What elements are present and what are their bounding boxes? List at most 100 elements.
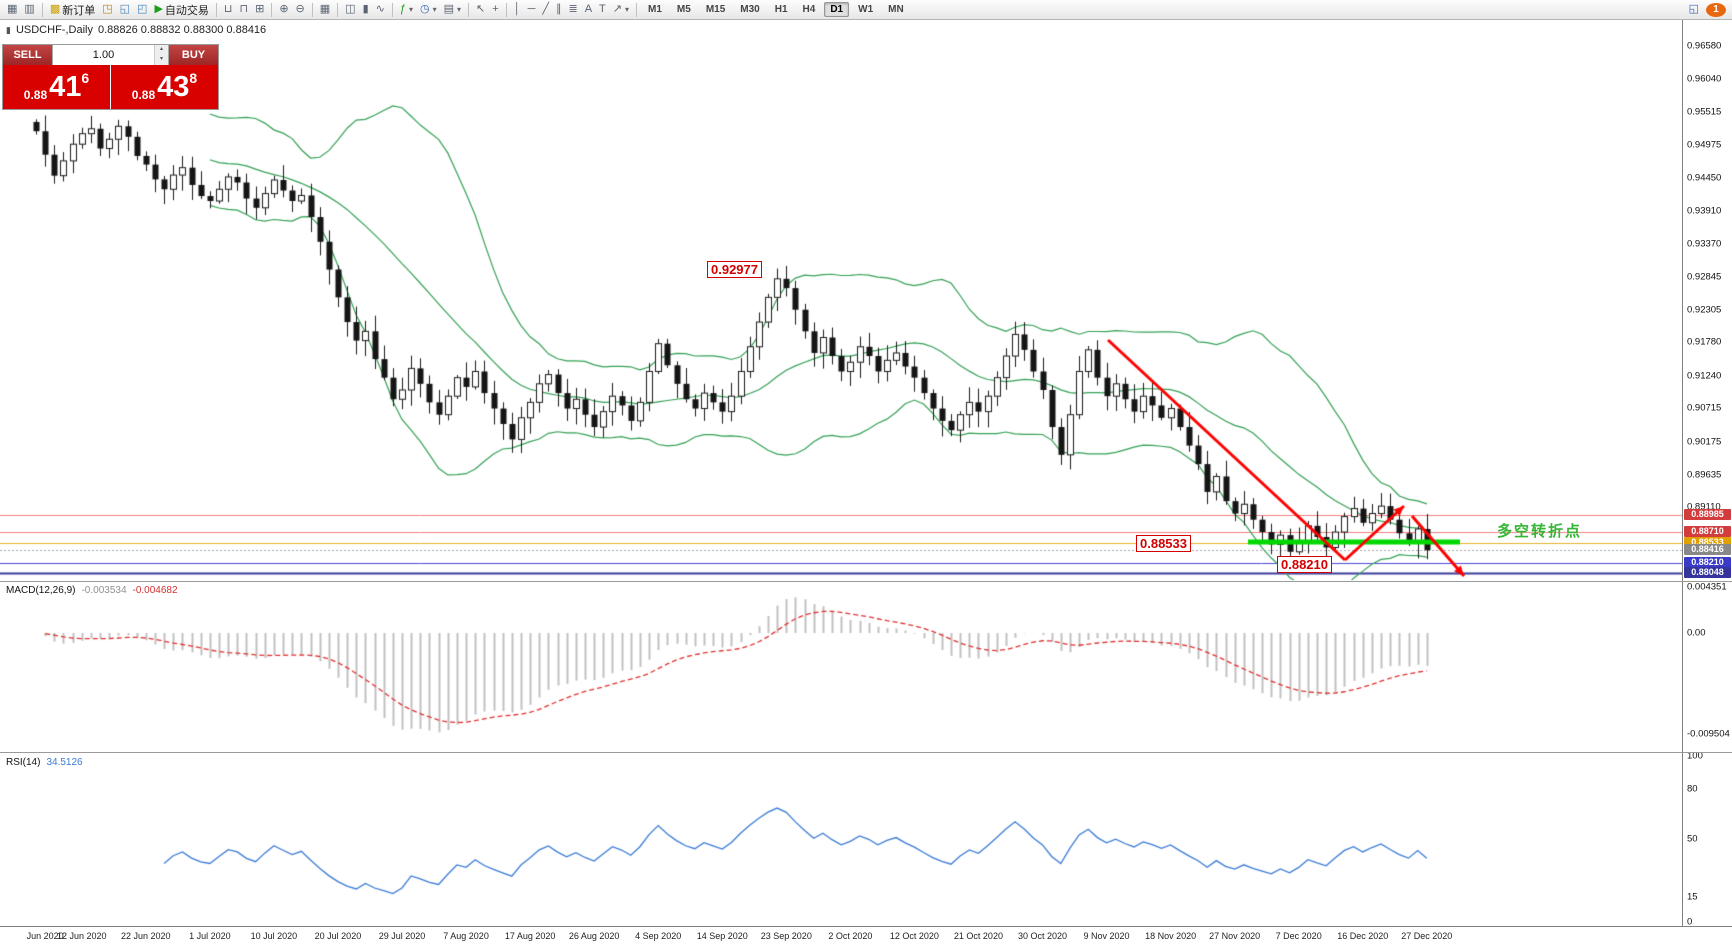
shapes-icon[interactable]: ↗ ▾ <box>610 1 632 18</box>
new-order-button[interactable]: ▩ 新订单 <box>47 1 98 18</box>
timeframe-button-m5[interactable]: M5 <box>676 4 691 15</box>
indicators-icon[interactable]: ƒ ▾ <box>397 1 416 18</box>
ask-price-box[interactable]: 0.88 43 8 <box>111 65 218 109</box>
zoom-in-icon[interactable]: ⊕ <box>276 1 291 18</box>
ask-main-digits: 43 <box>157 70 190 103</box>
date-label: 1 Jul 2020 <box>189 931 231 941</box>
navigator-icon[interactable]: ◰ <box>134 1 150 18</box>
peak-price-label[interactable]: 0.92977 <box>707 261 762 278</box>
vertical-line-icon[interactable]: │ <box>511 1 524 18</box>
market-watch-icon[interactable]: ◳ <box>99 1 115 18</box>
volume-up-icon[interactable]: ▴ <box>155 45 168 55</box>
price-tick: 0.96040 <box>1687 73 1722 85</box>
cursor-icon[interactable]: ↖ <box>473 1 488 18</box>
trendline-icon[interactable]: ╱ <box>539 1 552 18</box>
notification-badge[interactable]: 1 <box>1706 2 1726 17</box>
line-chart-icon[interactable]: ∿ <box>373 1 388 18</box>
bar-chart-icon[interactable]: ◫ <box>342 1 358 18</box>
templates-icon-glyph: ▤ <box>443 3 455 15</box>
trade-panel-price-row: 0.88 41 6 0.88 43 8 <box>3 65 218 109</box>
price-tag-0.88533: 0.88533 <box>1684 536 1731 548</box>
chart-window-icon-right-glyph: ◱ <box>1688 3 1699 15</box>
new-chart-icon[interactable]: ▦ <box>4 1 20 18</box>
macd-signal-value: -0.004682 <box>132 585 178 596</box>
templates-icon[interactable]: ▤ ▾ <box>441 1 464 18</box>
date-axis[interactable]: Jun 2020 12 Jun 2020 22 Jun 2020 1 Jul 2020… <box>0 926 1732 946</box>
date-label: 10 Jul 2020 <box>250 931 298 941</box>
grid-icon[interactable]: ▦ <box>317 1 333 18</box>
timeframe-button-w1[interactable]: W1 <box>858 4 874 15</box>
trough-price-label[interactable]: 0.88210 <box>1277 556 1332 573</box>
shapes-icon-dropdown-icon[interactable]: ▾ <box>625 5 630 14</box>
indicators-icon-dropdown-icon[interactable]: ▾ <box>408 5 413 14</box>
rsi-tick: 0 <box>1687 916 1693 928</box>
price-tag-0.88710: 0.88710 <box>1684 526 1731 538</box>
timeframe-button-d1[interactable]: D1 <box>824 2 850 17</box>
macd-main-value: -0.003534 <box>81 585 127 596</box>
periods-icon-dropdown-icon[interactable]: ▾ <box>432 5 437 14</box>
bid-price-box[interactable]: 0.88 41 6 <box>3 65 110 109</box>
volume-down-icon[interactable]: ▾ <box>155 55 168 65</box>
templates-icon-dropdown-icon[interactable]: ▾ <box>457 5 462 14</box>
date-label: 26 Aug 2020 <box>568 931 620 941</box>
macd-rsi-splitter[interactable] <box>0 752 1732 753</box>
rsi-tick: 15 <box>1687 891 1698 903</box>
price-tick: 0.92845 <box>1687 271 1722 283</box>
price-axis[interactable]: 0.96580 0.96040 0.95515 0.94975 0.94450 0.939… <box>1682 0 1732 945</box>
price-tick: 0.96580 <box>1687 40 1722 52</box>
volume-stepper[interactable]: ▴ ▾ <box>154 45 168 65</box>
timeframe-button-m30[interactable]: M30 <box>740 4 760 15</box>
candlestick-mini-icon: ▮ <box>6 24 11 35</box>
date-label: 16 Dec 2020 <box>1337 931 1389 941</box>
candlestick-chart-icon[interactable]: ▮ <box>360 1 372 18</box>
data-window-icon[interactable]: ◱ <box>117 1 133 18</box>
profiles-icon[interactable]: ▥ <box>21 1 37 18</box>
price-tag-0.88985: 0.88985 <box>1684 509 1731 521</box>
one-click-trading-panel: SELL ▴ ▾ BUY 0.88 41 6 0.88 43 8 <box>2 44 219 110</box>
zoom-out-icon[interactable]: ⊖ <box>293 1 308 18</box>
sell-button[interactable]: SELL <box>3 45 52 65</box>
toolbar-separator <box>468 2 470 17</box>
label-icon[interactable]: T <box>596 1 609 18</box>
buy-button[interactable]: BUY <box>169 45 218 65</box>
ask-prefix: 0.88 <box>131 88 156 102</box>
main-macd-splitter[interactable] <box>0 581 1732 582</box>
date-label: 20 Jul 2020 <box>314 931 362 941</box>
timeframe-button-h4[interactable]: H4 <box>802 4 816 15</box>
date-label: Jun 2020 <box>26 931 64 941</box>
timeframe-button-mn[interactable]: MN <box>888 4 904 15</box>
turning-point-note[interactable]: 多空转折点 <box>1497 523 1583 540</box>
timeframe-button-m15[interactable]: M15 <box>705 4 726 15</box>
chart-window-icon-right[interactable]: ◱ <box>1686 1 1702 18</box>
price-tick: 0.90175 <box>1687 436 1722 448</box>
periods-icon[interactable]: ◷ ▾ <box>417 1 440 18</box>
indicator-window-icon[interactable]: ⊔ <box>221 1 236 18</box>
timeframe-button-h1[interactable]: H1 <box>774 4 788 15</box>
macd-tick: -0.009504 <box>1687 728 1730 740</box>
tile-windows-icon[interactable]: ⊞ <box>252 1 267 18</box>
rsi-tick: 100 <box>1687 750 1703 762</box>
crosshair-icon[interactable]: + <box>489 1 501 18</box>
timeframe-button-m1[interactable]: M1 <box>648 4 662 15</box>
horizontal-line-icon[interactable]: ─ <box>525 1 539 18</box>
support-price-label[interactable]: 0.88533 <box>1136 535 1191 552</box>
label-icon-glyph: T <box>599 3 606 15</box>
cursor-icon-glyph: ↖ <box>476 3 486 15</box>
chart-window-icon[interactable]: ⊓ <box>237 1 252 18</box>
volume-box: ▴ ▾ <box>52 45 169 65</box>
price-tag-0.88048: 0.88048 <box>1684 566 1731 578</box>
date-label: 14 Sep 2020 <box>696 931 748 941</box>
text-icon[interactable]: A <box>582 1 595 18</box>
channel-icon[interactable]: ∥ <box>553 1 565 18</box>
autotrading-button[interactable]: ▶ 自动交易 <box>151 1 211 18</box>
periods-icon-glyph: ◷ <box>419 3 430 15</box>
date-label: 12 Oct 2020 <box>889 931 939 941</box>
data-window-icon-glyph: ◱ <box>119 3 131 15</box>
chart-window-icon-glyph: ⊓ <box>239 3 249 15</box>
price-tick: 0.90715 <box>1687 402 1722 414</box>
volume-input[interactable] <box>53 48 154 62</box>
fibonacci-icon[interactable]: ≣ <box>565 1 580 18</box>
crosshair-icon-glyph: + <box>492 3 499 15</box>
indicators-icon-glyph: ƒ <box>399 3 406 15</box>
